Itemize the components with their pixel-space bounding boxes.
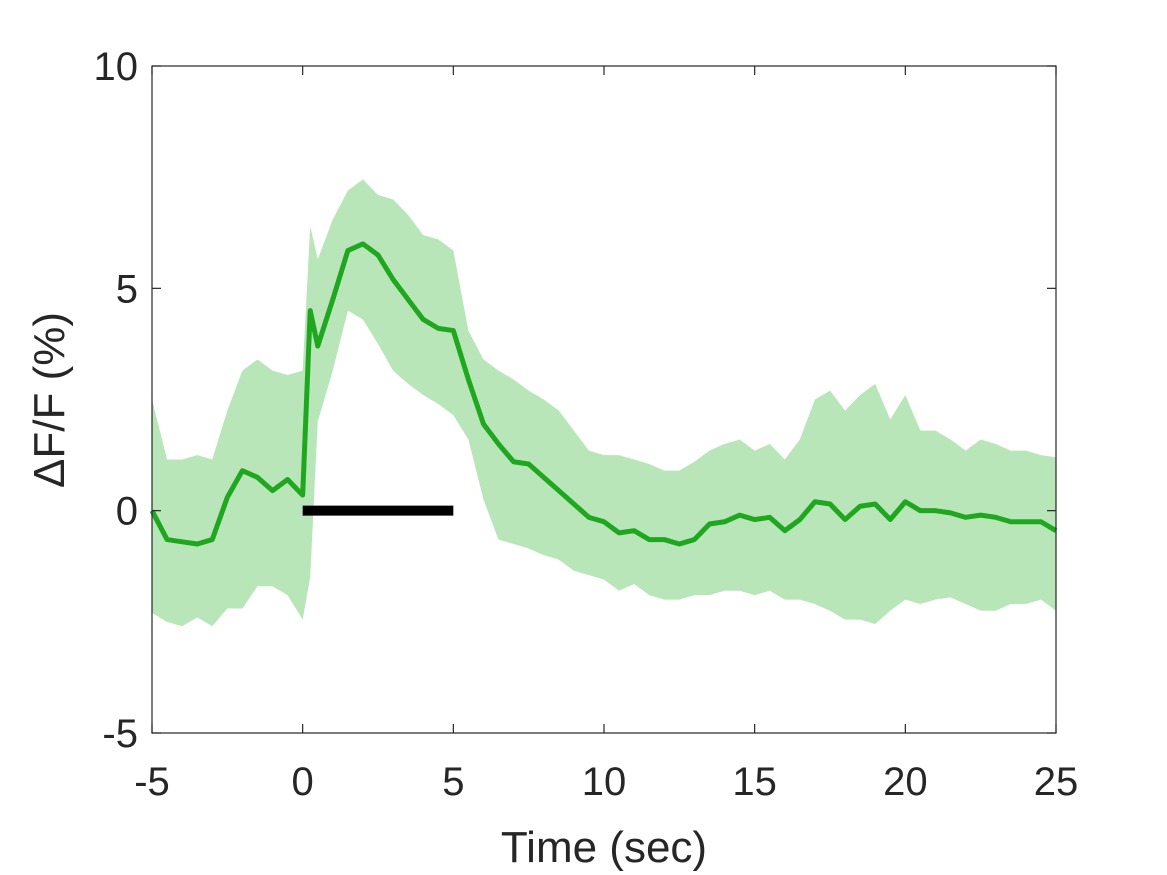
y-axis-label: ΔF/F (%) bbox=[25, 312, 74, 488]
error-band bbox=[152, 179, 1056, 627]
x-axis-label: Time (sec) bbox=[501, 823, 707, 872]
x-tick-label: -5 bbox=[134, 760, 170, 804]
y-tick-label: 0 bbox=[116, 490, 138, 534]
x-tick-label: 15 bbox=[732, 760, 777, 804]
x-tick-label: 10 bbox=[582, 760, 627, 804]
y-tick-label: 5 bbox=[116, 267, 138, 311]
x-tick-label: 20 bbox=[883, 760, 928, 804]
mean-line bbox=[149, 241, 1058, 547]
y-tick-label: -5 bbox=[102, 712, 138, 756]
y-tick-label: 10 bbox=[94, 45, 139, 89]
x-tick-label: 5 bbox=[442, 760, 464, 804]
x-tick-label: 0 bbox=[292, 760, 314, 804]
x-tick-label: 25 bbox=[1034, 760, 1079, 804]
